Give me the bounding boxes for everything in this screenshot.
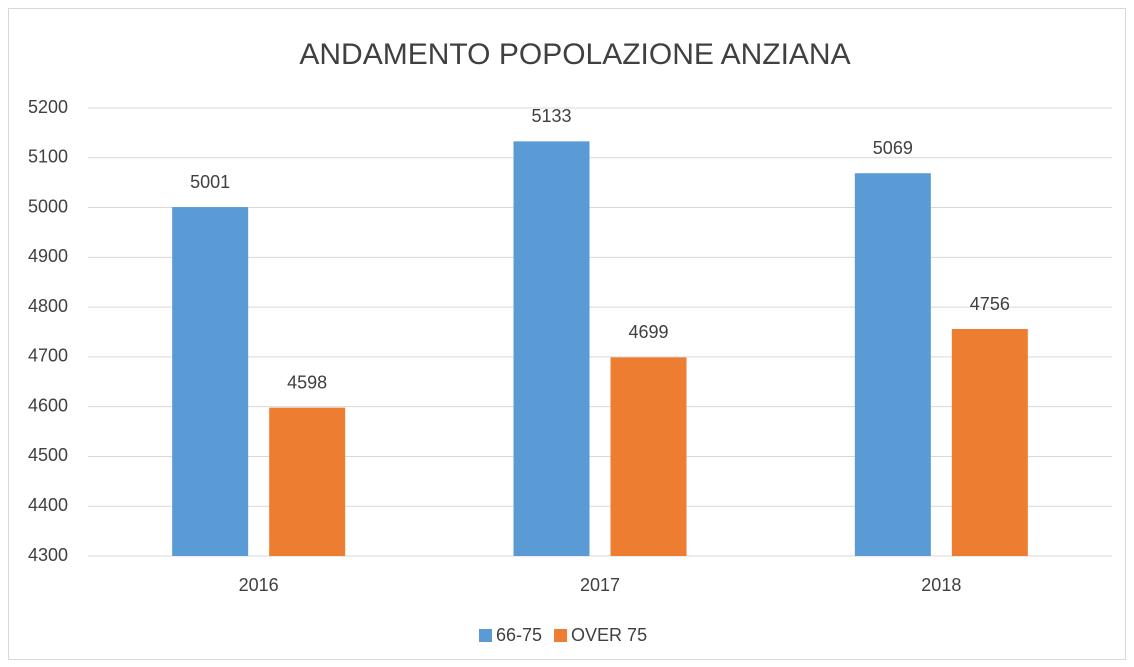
y-tick-label: 5200 bbox=[28, 97, 68, 117]
y-tick-label: 4900 bbox=[28, 246, 68, 266]
data-label: 4598 bbox=[287, 372, 327, 392]
bar bbox=[172, 207, 249, 556]
legend-swatch bbox=[554, 629, 568, 642]
legend-label: 66-75 bbox=[496, 625, 542, 645]
y-tick-label: 5000 bbox=[28, 196, 68, 216]
bar bbox=[854, 173, 931, 556]
bar bbox=[269, 407, 346, 556]
bar bbox=[513, 141, 590, 556]
legend-swatch bbox=[479, 629, 492, 642]
x-tick-label: 2016 bbox=[239, 575, 279, 595]
y-tick-label: 4300 bbox=[28, 545, 68, 565]
x-tick-label: 2017 bbox=[580, 575, 620, 595]
chart-title: ANDAMENTO POPOLAZIONE ANZIANA bbox=[299, 38, 850, 71]
bar bbox=[610, 357, 687, 556]
data-label: 5069 bbox=[873, 138, 913, 158]
legend-label: OVER 75 bbox=[571, 625, 647, 645]
data-label: 5133 bbox=[531, 106, 571, 126]
y-tick-label: 4400 bbox=[28, 495, 68, 515]
y-tick-label: 4700 bbox=[28, 346, 68, 366]
data-label: 4699 bbox=[628, 322, 668, 342]
data-label: 5001 bbox=[190, 172, 230, 192]
y-tick-label: 4500 bbox=[28, 445, 68, 465]
data-label: 4756 bbox=[970, 294, 1010, 314]
bar bbox=[951, 329, 1028, 556]
x-tick-label: 2018 bbox=[921, 575, 961, 595]
y-tick-label: 5100 bbox=[28, 147, 68, 167]
y-tick-label: 4600 bbox=[28, 395, 68, 415]
y-tick-label: 4800 bbox=[28, 296, 68, 316]
